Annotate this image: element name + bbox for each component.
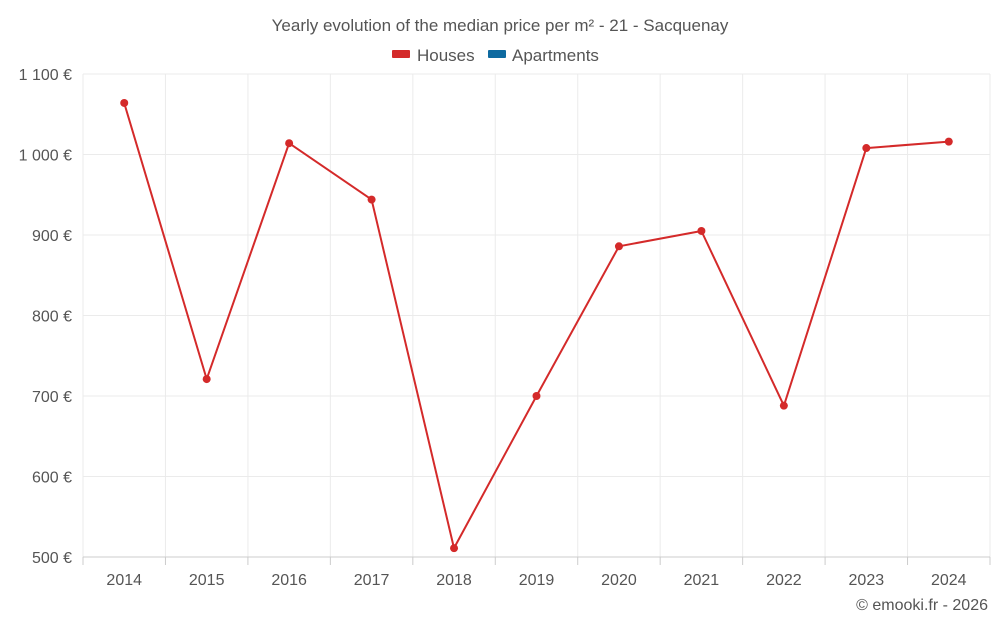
y-tick-label: 1 100 € (19, 67, 72, 84)
y-tick-label: 500 € (32, 550, 72, 567)
data-point-houses[interactable] (614, 242, 623, 251)
x-tick-label: 2022 (766, 572, 802, 589)
x-tick-label: 2021 (684, 572, 720, 589)
legend-item-apartments[interactable]: Apartments (488, 46, 599, 65)
chart-title: Yearly evolution of the median price per… (272, 16, 729, 35)
x-tick-label: 2020 (601, 572, 637, 589)
x-tick-label: 2017 (354, 572, 390, 589)
data-point-houses[interactable] (450, 544, 459, 553)
x-tick-label: 2014 (106, 572, 142, 589)
data-point-houses[interactable] (120, 98, 129, 107)
data-point-houses[interactable] (779, 401, 788, 410)
data-point-houses[interactable] (367, 195, 376, 204)
grid (82, 73, 991, 557)
legend-label-apartments: Apartments (512, 46, 599, 65)
data-point-houses[interactable] (532, 392, 541, 400)
y-tick-label: 700 € (32, 389, 72, 406)
legend-item-houses[interactable]: Houses (392, 46, 475, 65)
x-tick-label: 2019 (519, 572, 555, 589)
credit-text: © emooki.fr - 2026 (856, 597, 988, 614)
legend-swatch-houses (392, 50, 410, 58)
data-point-houses[interactable] (285, 139, 294, 148)
y-tick-label: 600 € (32, 470, 72, 487)
legend-label-houses: Houses (417, 46, 475, 65)
x-tick-label: 2018 (436, 572, 472, 589)
y-tick-label: 800 € (32, 309, 72, 326)
data-point-houses[interactable] (202, 375, 211, 384)
x-tick-label: 2024 (931, 572, 967, 589)
x-tick-label: 2015 (189, 572, 225, 589)
legend: Houses Apartments (392, 46, 599, 65)
legend-swatch-apartments (488, 50, 506, 58)
y-axis: 500 € 600 € 700 € 800 € 900 € 1 000 € 1 100 € (19, 67, 72, 567)
data-point-houses[interactable] (697, 226, 706, 235)
x-axis: 2014 2015 2016 2017 2018 2019 2020 2021 2022 2023… (82, 556, 991, 589)
y-tick-label: 1 000 € (19, 148, 72, 165)
y-tick-label: 900 € (32, 228, 72, 245)
data-point-houses[interactable] (944, 137, 953, 146)
series (120, 98, 953, 553)
data-point-houses[interactable] (862, 144, 871, 153)
x-tick-label: 2016 (271, 572, 307, 589)
x-tick-label: 2023 (849, 572, 885, 589)
